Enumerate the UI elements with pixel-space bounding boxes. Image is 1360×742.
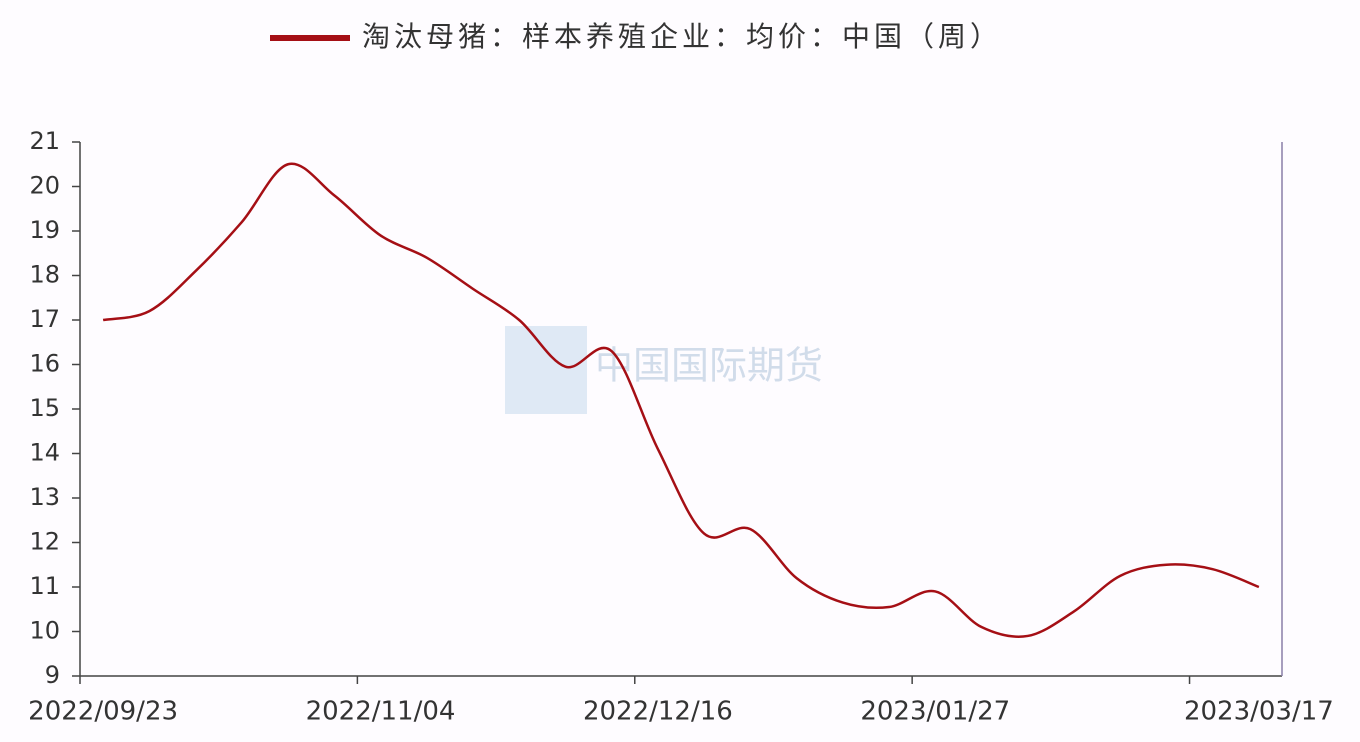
y-tick-label: 19 [29,216,60,244]
x-tick-label: 2022/12/16 [583,697,733,727]
watermark-logo [505,326,587,414]
x-tick-label: 2022/09/23 [28,697,178,727]
series-line [102,162,1260,638]
x-tick-label: 2023/01/27 [860,697,1010,727]
y-tick-label: 14 [29,439,60,467]
y-tick-label: 16 [29,350,60,378]
y-tick-label: 11 [29,572,60,600]
y-tick-label: 12 [29,528,60,556]
y-tick-label: 13 [29,483,60,511]
y-tick-label: 15 [29,394,60,422]
legend-label: 淘汰母猪：样本养殖企业：均价：中国（周） [362,20,1002,53]
y-tick-label: 10 [29,617,60,645]
y-tick-label: 21 [29,127,60,155]
y-tick-label: 9 [45,661,60,689]
watermark: 中国国际期货 [595,344,823,388]
y-tick-label: 17 [29,305,60,333]
x-tick-label: 2022/11/04 [306,697,456,727]
y-tick-label: 20 [29,172,60,200]
x-tick-label: 2023/03/17 [1184,697,1334,727]
y-tick-label: 18 [29,261,60,289]
